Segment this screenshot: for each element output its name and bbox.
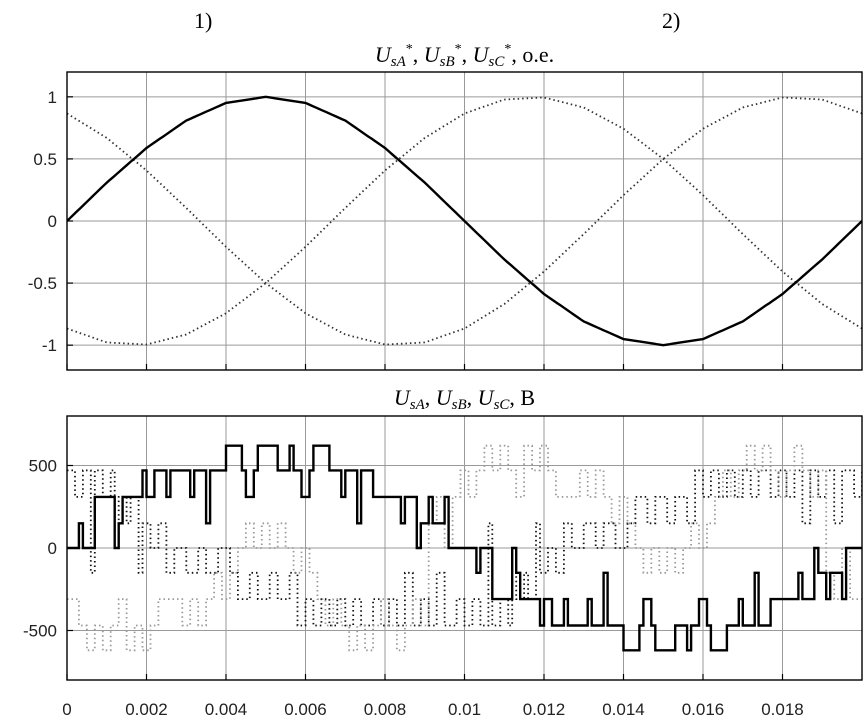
bottom-series-group bbox=[67, 444, 862, 652]
title-part: , bbox=[413, 42, 424, 67]
bottom-x-tick-label: 0.014 bbox=[602, 700, 645, 719]
title-part: U bbox=[375, 42, 393, 67]
top-series-a-line bbox=[67, 95, 862, 347]
panel-label-2: 2) bbox=[662, 8, 680, 33]
bottom-x-tick-label: 0.01 bbox=[448, 700, 481, 719]
bottom-series-b-line bbox=[67, 469, 862, 627]
title-part: U bbox=[394, 385, 412, 410]
bottom-y-tick-label: 0 bbox=[48, 539, 57, 558]
top-y-tick-label: 0.5 bbox=[33, 150, 57, 169]
top-y-tick-label: 1 bbox=[48, 88, 57, 107]
bottom-x-tick-label: 0.012 bbox=[523, 700, 566, 719]
bottom-x-tick-label: 0.004 bbox=[205, 700, 248, 719]
top-series-c-line bbox=[67, 96, 862, 346]
title-part: sA bbox=[410, 397, 426, 413]
phase-voltage-plot: UsA, UsB, UsC, B 500 0 -500 0 0.002 0.004 0.006… bbox=[23, 385, 863, 719]
title-part: , bbox=[467, 385, 478, 410]
panel-label-1: 1) bbox=[194, 8, 212, 33]
bottom-series-c-line bbox=[67, 444, 862, 652]
title-part: , B bbox=[509, 385, 535, 410]
title-part: U bbox=[424, 42, 442, 67]
title-part: U bbox=[478, 385, 496, 410]
title-part: , bbox=[425, 385, 436, 410]
title-part: U bbox=[436, 385, 454, 410]
top-y-tick-label: 0 bbox=[48, 212, 57, 231]
bottom-x-tick-label: 0.008 bbox=[364, 700, 407, 719]
top-series-b-line bbox=[67, 96, 862, 346]
title-part: sC bbox=[489, 54, 506, 70]
title-part: , o.e. bbox=[511, 42, 554, 67]
bottom-x-tick-label: 0.018 bbox=[761, 700, 804, 719]
title-part: * bbox=[455, 42, 462, 57]
title-part: * bbox=[406, 42, 413, 57]
title-part: sC bbox=[494, 397, 511, 413]
title-part: * bbox=[504, 42, 511, 57]
bottom-x-tick-label: 0.002 bbox=[125, 700, 168, 719]
top-y-tick-label: -0.5 bbox=[28, 274, 57, 293]
bottom-y-tick-label: 500 bbox=[29, 457, 57, 476]
bottom-x-tick-label: 0 bbox=[62, 700, 71, 719]
title-part: sB bbox=[452, 397, 467, 413]
bottom-series-a-line bbox=[67, 444, 862, 652]
title-part: , bbox=[462, 42, 473, 67]
bottom-chart-title: UsA, UsB, UsC, B bbox=[394, 385, 535, 413]
bottom-y-tick-label: -500 bbox=[23, 622, 57, 641]
top-series-group bbox=[67, 95, 862, 347]
title-part: U bbox=[473, 42, 491, 67]
top-y-tick-label: -1 bbox=[42, 336, 57, 355]
bottom-x-tick-label: 0.016 bbox=[682, 700, 725, 719]
title-part: sB bbox=[440, 54, 455, 70]
voltage-reference-plot: UsA*, UsB*, UsC*, o.e.10.50-0.5-1 bbox=[28, 42, 863, 371]
top-chart-title: UsA*, UsB*, UsC*, o.e. bbox=[375, 42, 554, 70]
title-part: sA bbox=[391, 54, 407, 70]
bottom-x-tick-label: 0.006 bbox=[284, 700, 327, 719]
